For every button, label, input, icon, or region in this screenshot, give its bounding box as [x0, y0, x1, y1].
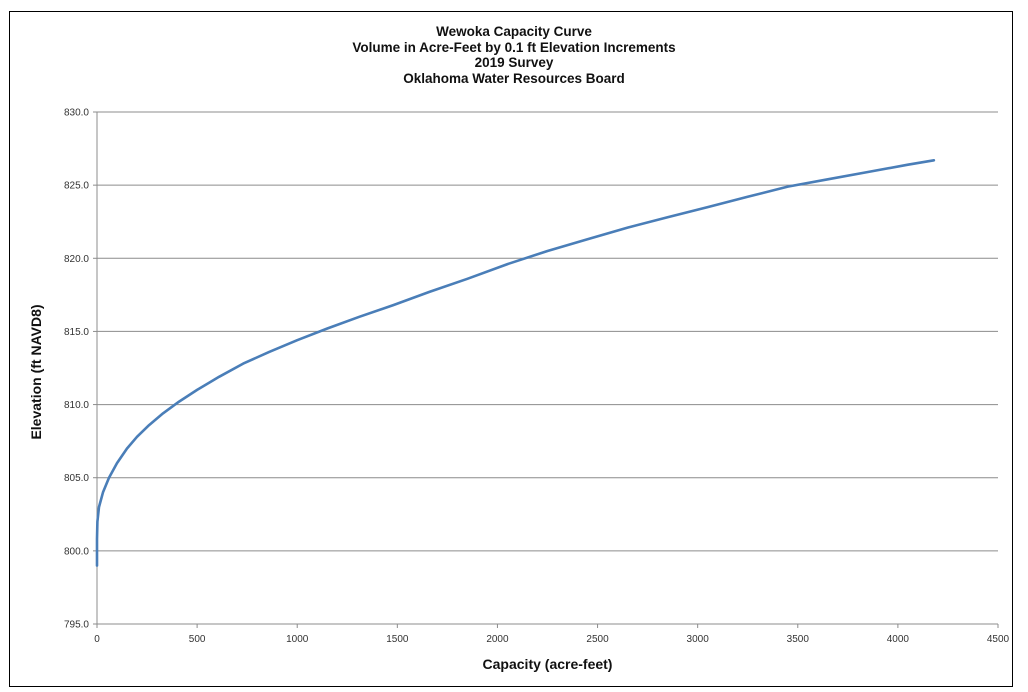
chart-title: Wewoka Capacity Curve	[436, 24, 592, 39]
y-tick-label: 815.0	[64, 327, 89, 338]
x-tick-label: 2000	[486, 634, 509, 645]
y-axis-title: Elevation (ft NAVD8)	[28, 304, 44, 439]
x-tick-label: 1500	[386, 634, 409, 645]
x-tick-label: 4500	[987, 634, 1010, 645]
y-tick-labels: 795.0 800.0 805.0 810.0 815.0 820.0 825.0 830.0	[64, 108, 89, 631]
y-tick-label: 805.0	[64, 473, 89, 484]
x-tick-label: 500	[189, 634, 206, 645]
x-tick-label: 3500	[787, 634, 810, 645]
y-tick-label: 800.0	[64, 546, 89, 557]
chart-subtitle-line-1: Volume in Acre-Feet by 0.1 ft Elevation …	[352, 39, 676, 55]
chart-frame	[9, 11, 1013, 687]
y-tick-label: 830.0	[64, 108, 89, 119]
x-tick-label: 1000	[286, 634, 309, 645]
series-layer	[95, 159, 936, 567]
series-line	[95, 159, 936, 567]
chart-subtitle-line-2: 2019 Survey	[474, 55, 554, 70]
x-axis-title: Capacity (acre-feet)	[483, 656, 613, 672]
x-tick-label: 4000	[887, 634, 910, 645]
chart-title-block: Wewoka Capacity Curve Volume in Acre-Fee…	[0, 24, 1028, 86]
y-tick-label: 810.0	[64, 400, 89, 411]
gridlines	[97, 111, 998, 552]
y-tick-label: 820.0	[64, 254, 89, 265]
y-tick-label: 795.0	[64, 620, 89, 631]
x-tick-label: 3000	[687, 634, 710, 645]
chart-subtitle-line-3: Oklahoma Water Resources Board	[403, 70, 625, 86]
x-tick-labels: 0 500 1000 1500 2000 2500 3000 3500 4000 4500	[94, 634, 1009, 645]
x-tick-label: 2500	[586, 634, 609, 645]
x-tick-label: 0	[94, 634, 100, 645]
y-tick-label: 825.0	[64, 181, 89, 192]
